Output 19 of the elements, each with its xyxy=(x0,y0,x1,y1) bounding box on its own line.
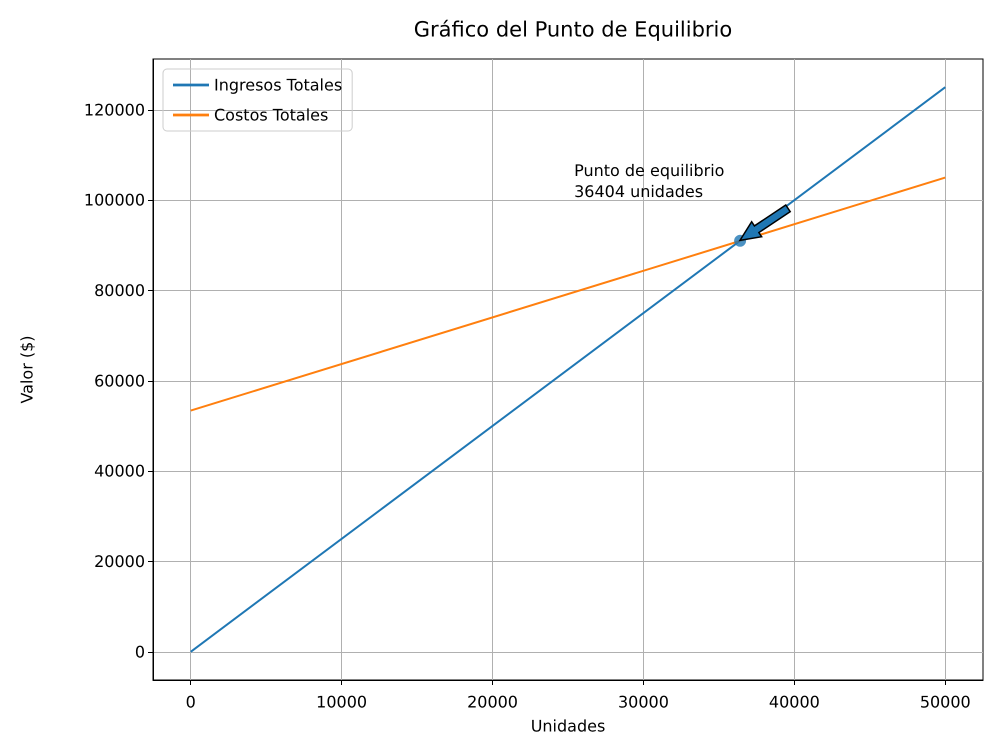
y-tick-label: 20000 xyxy=(94,552,145,571)
y-axis-title: Valor ($) xyxy=(18,335,36,404)
y-tick-label: 60000 xyxy=(94,371,145,390)
chart-title: Gráfico del Punto de Equilibrio xyxy=(414,18,732,42)
y-tick-label: 80000 xyxy=(94,280,145,300)
x-tick-label: 0 xyxy=(186,692,196,712)
x-tick-label: 20000 xyxy=(467,692,518,712)
x-tick-label: 30000 xyxy=(618,692,669,712)
x-tick-label: 10000 xyxy=(316,692,368,712)
y-tick-label: 40000 xyxy=(94,462,145,481)
y-tick-label: 100000 xyxy=(84,190,145,210)
legend-label: Costos Totales xyxy=(214,106,328,124)
y-tick-label: 0 xyxy=(134,642,145,662)
legend-label: Ingresos Totales xyxy=(214,76,342,94)
y-tick-label: 120000 xyxy=(84,100,145,120)
x-axis-title: Unidades xyxy=(530,716,606,736)
x-tick-label: 50000 xyxy=(920,692,971,712)
annotation: Punto de equilibrio 36404 unidades xyxy=(574,160,724,202)
x-tick-label: 40000 xyxy=(768,692,820,712)
